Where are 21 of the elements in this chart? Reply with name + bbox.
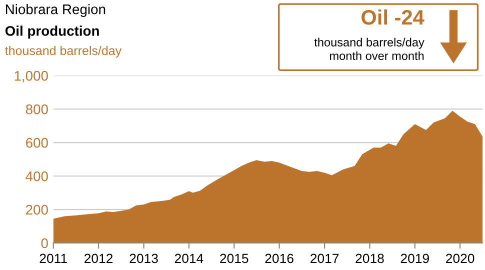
x-tick-label: 2019 bbox=[400, 254, 429, 264]
text: thousand barrels/day month over month bbox=[314, 38, 424, 60]
y-tick-label: 0 bbox=[41, 238, 48, 248]
y-tick-label: 800 bbox=[26, 104, 48, 114]
y-tick-label: 400 bbox=[26, 171, 48, 182]
x-tick-label: 2013 bbox=[130, 254, 158, 264]
x-tick-label: 2014 bbox=[174, 254, 204, 264]
x-tick-label: 2011 bbox=[40, 254, 67, 264]
y-tick-label: 200 bbox=[26, 204, 48, 215]
chart-title: Niobrara Region bbox=[6, 4, 106, 17]
x-tick-label: 2012 bbox=[84, 254, 113, 264]
chart-subtitle: Oil production bbox=[5, 26, 99, 39]
y-tick-label: 1,000 bbox=[14, 70, 48, 82]
y-tick-label: 600 bbox=[26, 138, 48, 148]
x-tick-label: 2016 bbox=[265, 254, 294, 264]
x-tick-label: 2018 bbox=[356, 254, 384, 264]
x-tick-label: 2020 bbox=[446, 254, 474, 264]
text: Oil -24 bbox=[362, 9, 424, 25]
x-tick-label: 2017 bbox=[310, 254, 339, 264]
x-tick-label: 2015 bbox=[220, 254, 248, 264]
y-axis-title: thousand barrels/day bbox=[5, 46, 122, 58]
